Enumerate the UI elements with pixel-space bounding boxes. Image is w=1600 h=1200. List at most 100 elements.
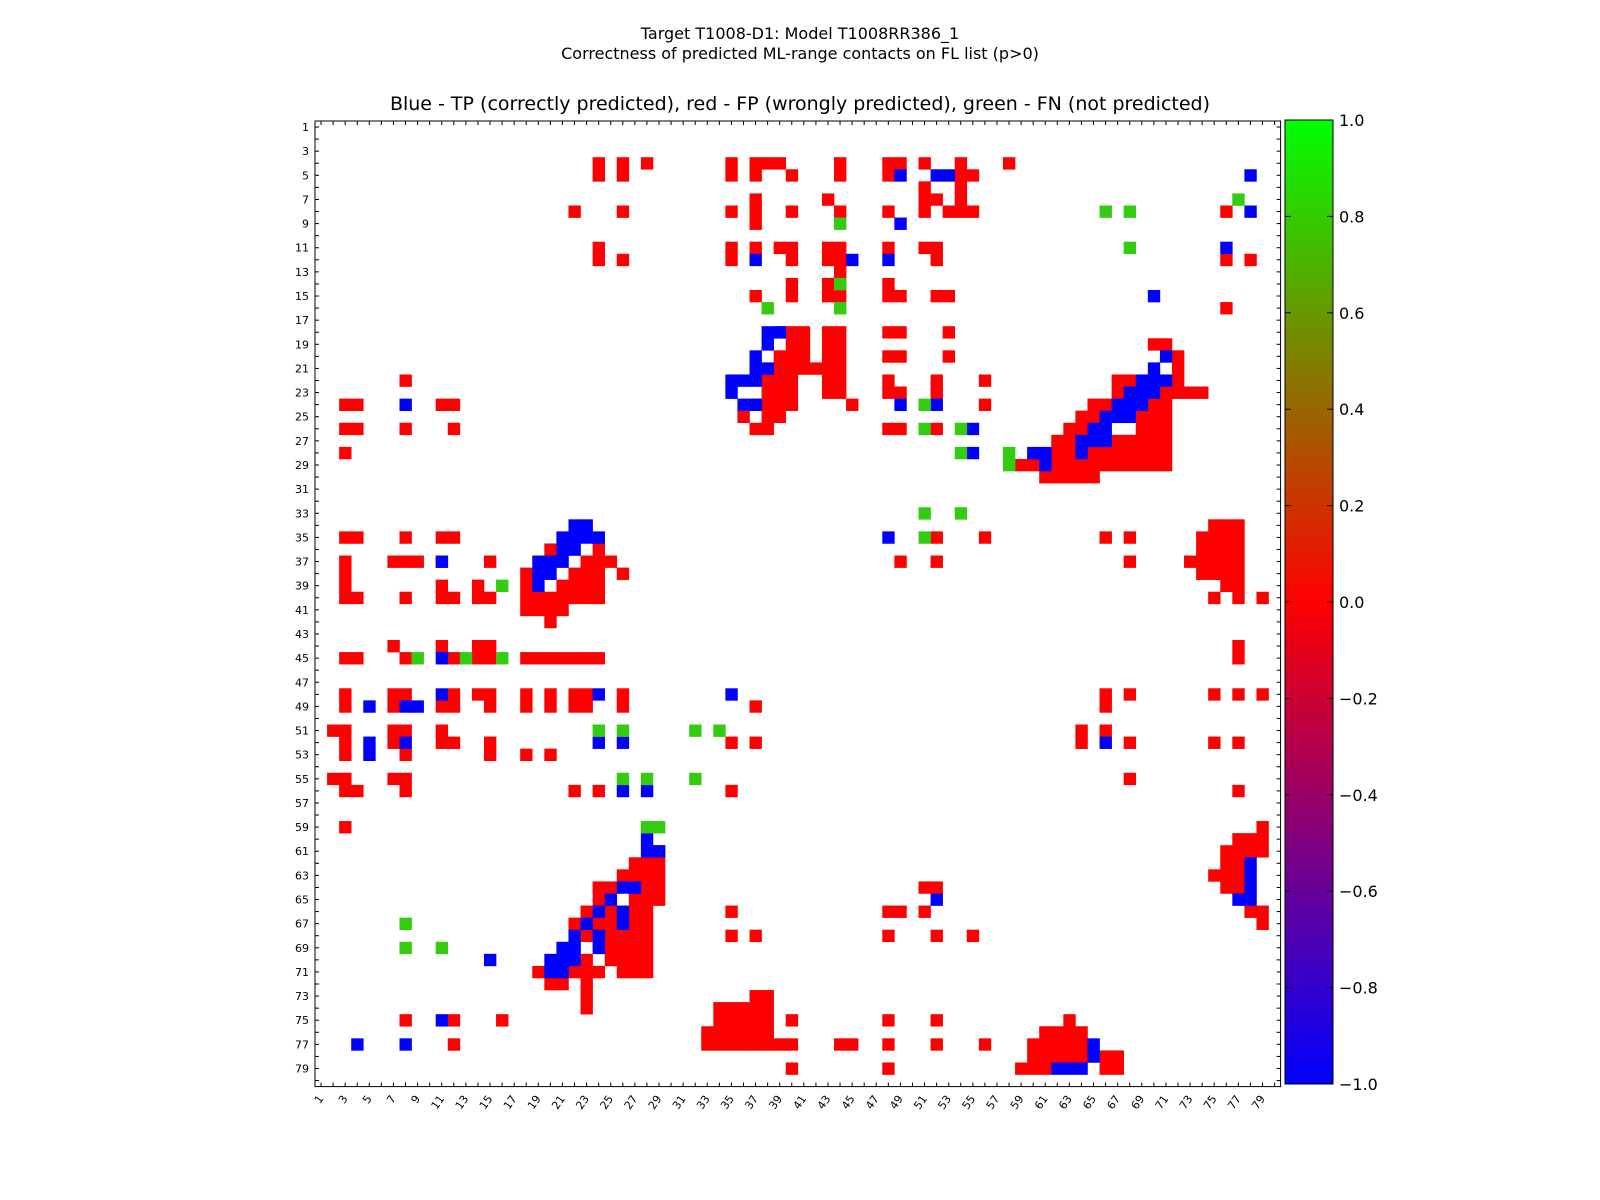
fp-cell: [1232, 688, 1245, 701]
tp-cell: [894, 217, 907, 230]
tp-cell: [616, 905, 630, 918]
tp-cell: [1244, 869, 1257, 882]
fn-cell: [1099, 205, 1112, 218]
fp-cell: [544, 700, 557, 713]
y-tick-label: 43: [295, 628, 309, 641]
y-tick-label: 75: [295, 1014, 309, 1027]
x-tick-label: 49: [887, 1093, 906, 1112]
fp-cell: [339, 422, 352, 436]
tp-cell: [532, 579, 545, 593]
fp-cell: [339, 652, 352, 665]
fp-cell: [1147, 410, 1161, 424]
fp-cell: [1220, 881, 1233, 894]
fp-cell: [1111, 374, 1124, 387]
fp-cell: [1135, 446, 1149, 460]
figure-title-line-1: Target T1008-D1: Model T1008RR386_1: [640, 24, 960, 43]
fp-cell: [1256, 688, 1269, 701]
x-tick-label: 29: [646, 1093, 665, 1112]
fp-cell: [339, 398, 352, 411]
tp-cell: [556, 941, 569, 955]
fp-cell: [761, 1014, 774, 1027]
fp-cell: [1232, 784, 1245, 798]
fp-cell: [339, 821, 352, 834]
fn-cell: [1123, 205, 1137, 218]
fp-cell: [520, 688, 533, 701]
fp-cell: [918, 241, 931, 255]
fp-cell: [1232, 531, 1245, 544]
fp-cell: [785, 253, 799, 267]
tp-cell: [1051, 1062, 1064, 1075]
fp-cell: [532, 965, 545, 979]
fp-cell: [1244, 833, 1257, 846]
y-tick-label: 7: [302, 193, 309, 206]
fp-cell: [628, 905, 642, 918]
fp-cell: [821, 277, 835, 291]
fp-cell: [568, 917, 581, 930]
fp-cell: [761, 386, 774, 399]
tp-cell: [1123, 398, 1137, 411]
fp-cell: [483, 591, 497, 605]
tp-cell: [616, 736, 630, 749]
fp-cell: [737, 1038, 750, 1051]
tp-cell: [568, 941, 581, 955]
fp-cell: [1220, 543, 1233, 556]
fp-cell: [1099, 688, 1112, 701]
x-tick-label: 21: [549, 1093, 568, 1112]
tp-cell: [749, 253, 762, 267]
fp-cell: [1208, 567, 1221, 580]
fp-cell: [339, 784, 352, 798]
fp-cell: [882, 1062, 895, 1075]
y-tick-label: 71: [295, 966, 309, 979]
fp-cell: [483, 700, 497, 713]
fp-cell: [604, 881, 618, 894]
fp-cell: [821, 362, 835, 375]
fp-cell: [1232, 736, 1245, 749]
y-tick-label: 69: [295, 942, 309, 955]
tp-cell: [435, 688, 449, 701]
axes-title: Blue - TP (correctly predicted), red - F…: [389, 93, 1211, 115]
fp-cell: [1208, 736, 1221, 749]
fp-cell: [1256, 833, 1269, 846]
tp-cell: [399, 736, 412, 749]
fp-cell: [616, 205, 630, 218]
fp-cell: [821, 289, 835, 303]
fp-cell: [1196, 543, 1209, 556]
fp-cell: [930, 241, 943, 255]
fp-cell: [1159, 422, 1173, 436]
tp-cell: [1087, 434, 1100, 448]
fn-cell: [689, 724, 702, 737]
fp-cell: [954, 181, 968, 194]
fp-cell: [1208, 555, 1221, 568]
fp-cell: [1244, 253, 1257, 267]
fp-cell: [773, 1038, 787, 1051]
fp-cell: [942, 289, 956, 303]
x-tick-label: 55: [960, 1093, 979, 1112]
fp-cell: [954, 193, 968, 206]
fp-cell: [749, 1026, 762, 1039]
x-tick-label: 27: [622, 1093, 641, 1112]
x-tick-label: 51: [911, 1093, 930, 1112]
tp-cell: [749, 362, 762, 375]
fp-cell: [1111, 458, 1124, 472]
fp-cell: [616, 688, 630, 701]
fp-cell: [1135, 434, 1149, 448]
tp-cell: [556, 555, 569, 568]
tp-cell: [652, 845, 666, 858]
tp-cell: [737, 398, 750, 411]
fp-cell: [1220, 253, 1233, 267]
tp-cell: [1135, 398, 1149, 411]
fp-cell: [1220, 567, 1233, 580]
fp-cell: [592, 591, 605, 605]
fp-cell: [580, 965, 593, 979]
fp-cell: [544, 615, 557, 629]
fp-cell: [785, 205, 799, 218]
fp-cell: [1099, 724, 1112, 737]
fp-cell: [1135, 422, 1149, 436]
fp-cell: [580, 591, 593, 605]
colorbar-tick-label: 0.6: [1339, 304, 1364, 323]
fp-cell: [339, 736, 352, 749]
fp-cell: [930, 193, 943, 206]
fp-cell: [749, 241, 762, 255]
fp-cell: [701, 1026, 714, 1039]
tp-cell: [1087, 1038, 1100, 1051]
